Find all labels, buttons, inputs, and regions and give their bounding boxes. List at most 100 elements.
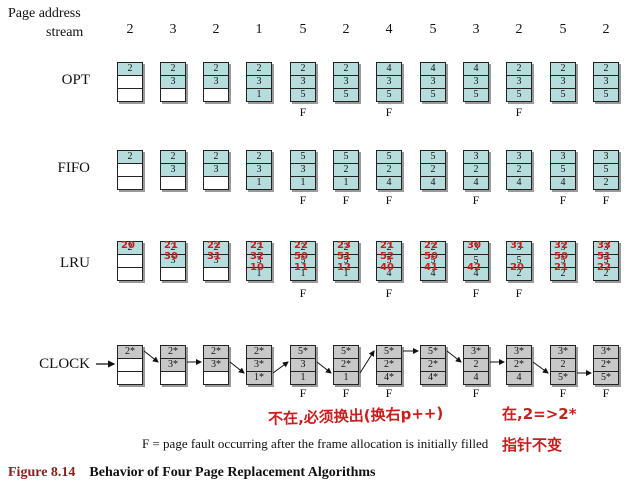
lru-cell: 3: [160, 254, 186, 268]
opt-cell: 5: [290, 88, 316, 102]
lru-handwritten-counter: 21: [380, 240, 394, 251]
lru-handwritten-counter: 30: [467, 240, 481, 251]
clock-cell: 1*: [246, 371, 272, 385]
clock-cell: 4: [506, 371, 532, 385]
clock-cell: 4: [463, 371, 489, 385]
clock-frame-3: 2* 3*: [203, 345, 229, 385]
stream-page-9: 3: [472, 22, 480, 37]
clock-cell: 1: [333, 371, 359, 385]
lru-handwritten-counter: 11: [294, 262, 308, 273]
fifo-cell: 2: [203, 150, 229, 164]
lru-handwritten-counter: 32: [554, 240, 568, 251]
clock-frame-4: 2* 3* 1*: [246, 345, 272, 385]
clock-cell: 3*: [506, 345, 532, 359]
fifo-cell: 3: [290, 163, 316, 177]
clock-pointer-arrows: [96, 360, 116, 368]
clock-frame-12: 3* 2* 5*: [593, 345, 619, 385]
opt-cell: [160, 88, 186, 102]
lru-handwritten-counter: 22: [424, 240, 438, 251]
lru-handwritten-counter: 42: [467, 262, 481, 273]
lru-handwritten-counter: 51: [337, 251, 351, 262]
clock-pointer-arrow: [359, 350, 375, 374]
opt-fault-marker: F: [299, 105, 307, 119]
lru-handwritten-counter: 50: [554, 251, 568, 262]
clock-frame-2: 2* 3*: [160, 345, 186, 385]
lru-handwritten-counter: 33: [597, 240, 611, 251]
fifo-cell: 4: [550, 176, 576, 190]
clock-pointer-arrow: [229, 361, 245, 374]
clock-fault-marker: F: [559, 386, 567, 400]
fifo-fault-marker: F: [299, 193, 307, 207]
clock-frame-11: 3* 2 5*: [550, 345, 576, 385]
clock-frame-9: 3* 2 4: [463, 345, 489, 385]
lru-fault-marker: F: [385, 286, 393, 300]
lru-handwritten-counter: 20: [121, 240, 135, 251]
fifo-fault-marker: F: [602, 193, 610, 207]
fifo-cell: 2: [593, 176, 619, 190]
lru-cell: [117, 267, 143, 281]
fifo-fault-marker: F: [385, 193, 393, 207]
opt-frame-1: 2: [117, 62, 143, 102]
stream-page-10: 2: [515, 22, 523, 37]
fifo-cell: 4: [506, 176, 532, 190]
stream-page-7: 4: [385, 22, 393, 37]
lru-handwritten-counter: 22: [207, 240, 221, 251]
stream-page-3: 2: [212, 22, 220, 37]
fault-legend: F = page fault occurring after the frame…: [142, 436, 489, 451]
fifo-cell: 3: [160, 163, 186, 177]
lru-cell: [203, 267, 229, 281]
lru-cell: 2: [550, 267, 576, 281]
clock-fault-marker: F: [602, 386, 610, 400]
stream-page-2: 3: [169, 22, 177, 37]
clock-pointer-arrow: [446, 350, 462, 363]
opt-cell: 5: [420, 88, 446, 102]
lru-fault-marker: F: [299, 286, 307, 300]
fifo-cell: 1: [333, 176, 359, 190]
lru-handwritten-counter: 21: [250, 240, 264, 251]
opt-cell: [203, 88, 229, 102]
fifo-cell: [117, 176, 143, 190]
figure-number: Figure 8.14: [8, 465, 76, 480]
fifo-fault-marker: F: [472, 193, 480, 207]
stream-page-5: 5: [299, 22, 307, 37]
lru-handwritten-counter: 22: [597, 262, 611, 273]
opt-cell: 5: [593, 88, 619, 102]
clock-fault-marker: F: [299, 386, 307, 400]
lru-handwritten-counter: 31: [207, 251, 221, 262]
opt-fault-marker: F: [385, 105, 393, 119]
clock-frame-8: 5* 2* 4*: [420, 345, 446, 385]
stream-page-4: 1: [255, 22, 263, 37]
opt-cell: 5: [463, 88, 489, 102]
lru-handwritten-counter: 21: [554, 262, 568, 273]
stream-page-1: 2: [126, 22, 134, 37]
lru-handwritten-counter: 10: [250, 262, 264, 273]
clock-pointer-arrow: [143, 350, 159, 363]
lru-handwritten-counter: 41: [424, 262, 438, 273]
lru-handwritten-counter: 21: [164, 240, 178, 251]
lru-handwritten-counter: 23: [337, 240, 351, 251]
stream-page-11: 5: [559, 22, 567, 37]
handwritten-note-right-1: 在,2=>2*: [502, 405, 577, 423]
stream-page-12: 2: [602, 22, 610, 37]
fifo-cell: 5: [593, 163, 619, 177]
algorithm-label-lru: LRU: [60, 255, 90, 271]
lru-cell: 5: [463, 254, 489, 268]
clock-cell: [117, 371, 143, 385]
lru-handwritten-counter: 32: [250, 251, 264, 262]
opt-cell: 1: [246, 88, 272, 102]
lru-handwritten-counter: 51: [597, 251, 611, 262]
